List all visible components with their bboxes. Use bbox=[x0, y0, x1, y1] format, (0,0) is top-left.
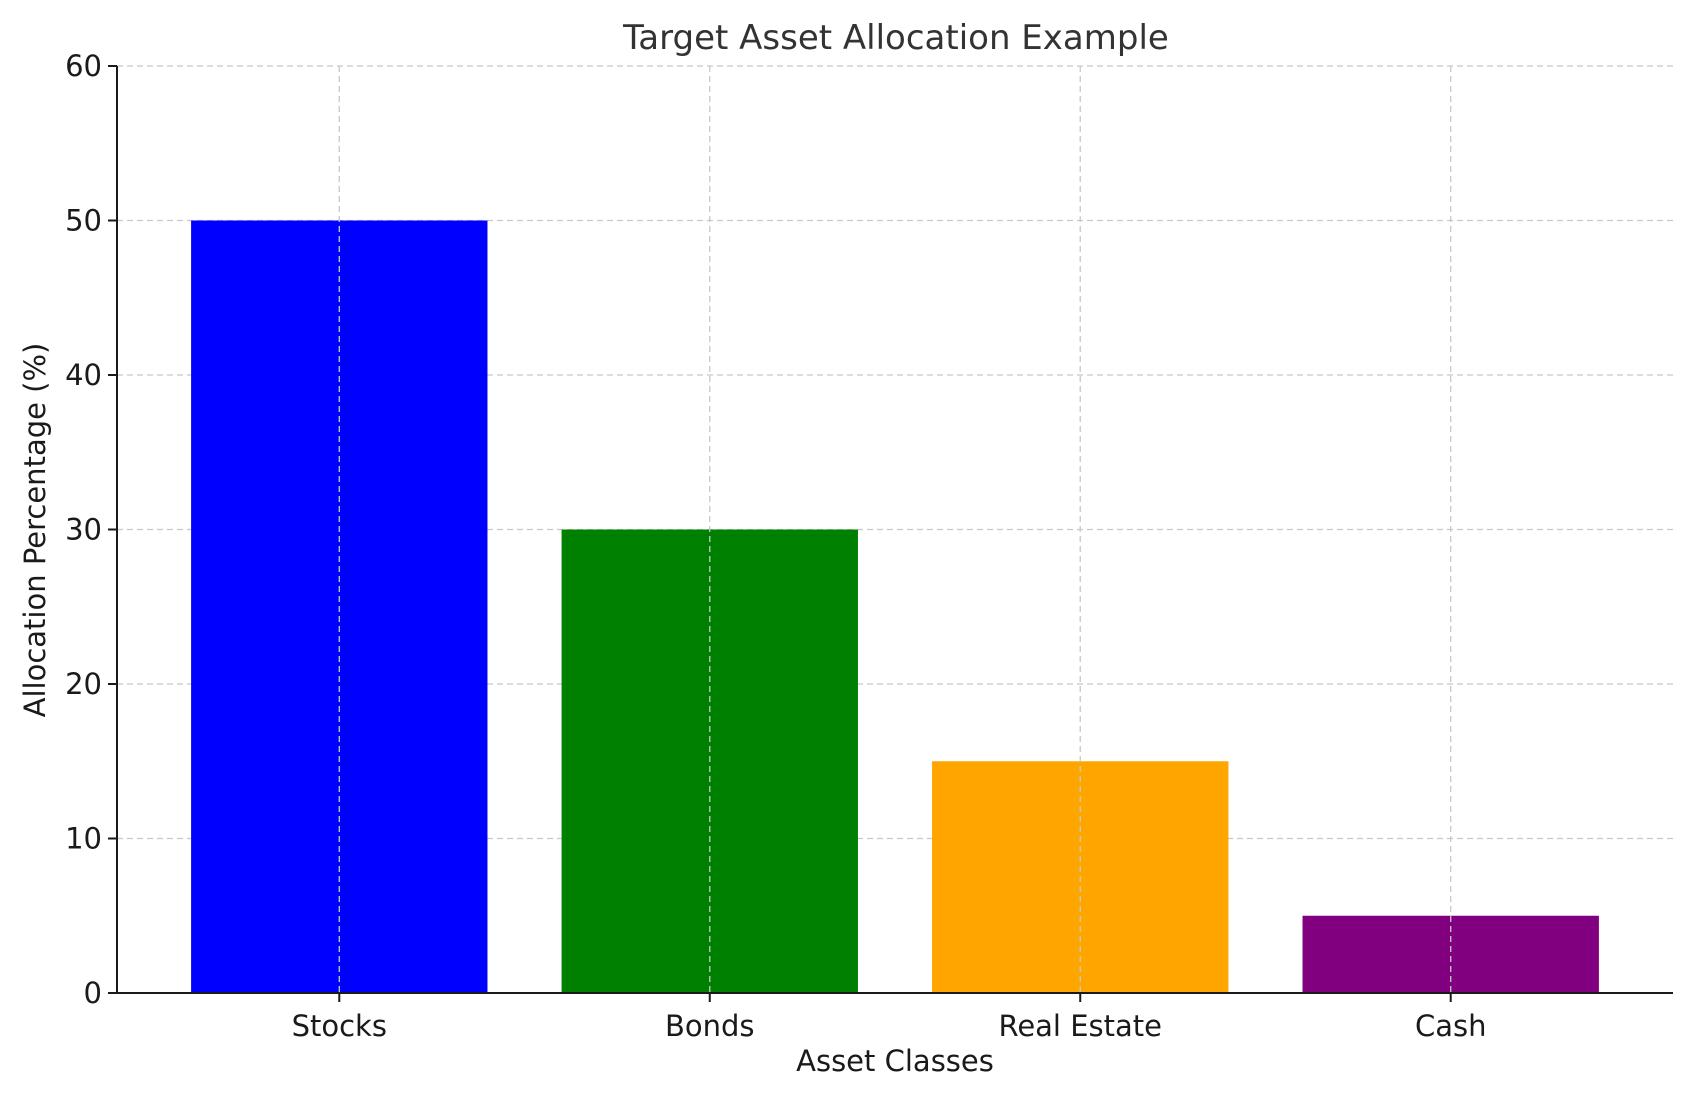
y-tick-label: 10 bbox=[65, 822, 102, 856]
y-tick-label: 50 bbox=[65, 204, 102, 238]
y-tick-label: 20 bbox=[65, 667, 102, 701]
x-tick-label: Stocks bbox=[292, 1009, 387, 1043]
y-axis-ticks: 0 10 20 30 40 50 60 bbox=[65, 49, 117, 1010]
bars bbox=[191, 220, 1599, 993]
x-tick-label: Cash bbox=[1415, 1009, 1487, 1043]
chart-title: Target Asset Allocation Example bbox=[622, 18, 1169, 58]
y-tick-label: 60 bbox=[65, 49, 102, 83]
x-grid bbox=[338, 66, 1452, 993]
x-axis-label: Asset Classes bbox=[796, 1044, 994, 1078]
y-tick-label: 0 bbox=[84, 976, 102, 1010]
x-tick-label: Bonds bbox=[665, 1009, 755, 1043]
y-tick-label: 40 bbox=[65, 358, 102, 392]
x-tick-label: Real Estate bbox=[998, 1009, 1162, 1043]
x-axis-ticks: Stocks Bonds Real Estate Cash bbox=[292, 993, 1487, 1043]
y-tick-label: 30 bbox=[65, 513, 102, 547]
y-axis-label: Allocation Percentage (%) bbox=[18, 343, 52, 718]
